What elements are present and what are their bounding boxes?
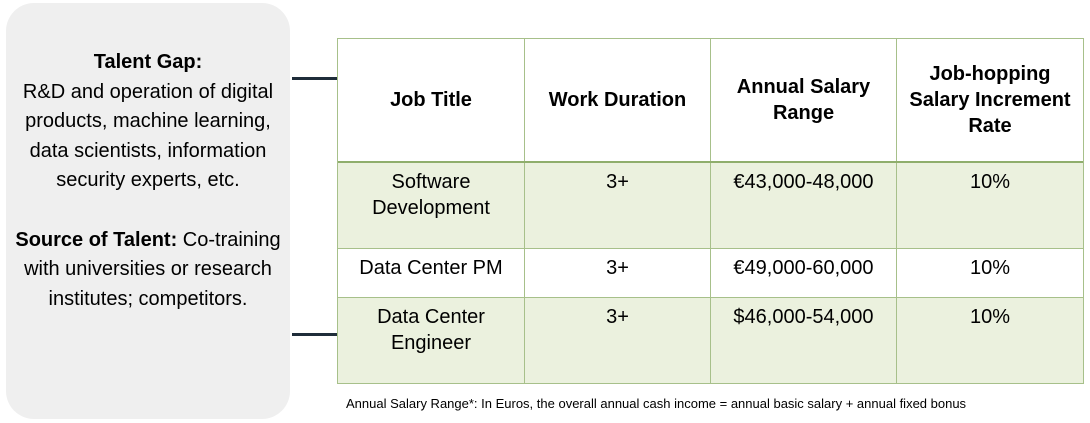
footnote: Annual Salary Range*: In Euros, the over… (346, 396, 967, 411)
cell-work-duration: 3+ (525, 298, 711, 383)
cell-salary-range: $46,000-54,000 (711, 298, 897, 383)
connector-line-bottom (292, 333, 338, 336)
cell-salary-range: €49,000-60,000 (711, 249, 897, 297)
cell-job-title: Software Development (338, 163, 525, 248)
cell-work-duration: 3+ (525, 163, 711, 248)
header-annual-salary-range: Annual Salary Range (711, 39, 897, 161)
cell-increment-rate: 10% (969, 257, 1011, 279)
table-header-row: Job Title Work Duration Annual Salary Ra… (338, 39, 1083, 163)
talent-gap-section: Talent Gap: R&D and operation of digital… (6, 48, 290, 196)
talent-gap-text: R&D and operation of digital products, m… (22, 80, 274, 192)
cell-salary-range: €43,000-48,000 (711, 163, 897, 248)
talent-source-section: Source of Talent: Co-training with unive… (6, 226, 290, 315)
header-work-duration: Work Duration (525, 39, 711, 161)
cell-job-title: Data Center PM (338, 249, 525, 297)
table-row: Software Development 3+ €43,000-48,000 1… (338, 163, 1083, 249)
salary-table: Job Title Work Duration Annual Salary Ra… (337, 38, 1084, 384)
talent-source-label: Source of Talent: (15, 228, 178, 251)
cell-job-title: Data Center Engineer (338, 298, 525, 383)
table-row: Data Center Engineer 3+ $46,000-54,000 1… (338, 298, 1083, 383)
cell-increment-rate: 10% (969, 306, 1011, 328)
info-panel (6, 3, 290, 419)
talent-source-text: Co-training with universities or researc… (24, 228, 281, 310)
cell-work-duration: 3+ (525, 249, 711, 297)
table-row: Data Center PM 3+ €49,000-60,000 10% (338, 249, 1083, 298)
info-panel-text: Talent Gap: R&D and operation of digital… (6, 48, 290, 314)
header-job-title: Job Title (338, 39, 525, 161)
cell-increment-rate: 10% (969, 171, 1011, 193)
header-increment-rate: Job-hopping Salary Increment Rate (909, 63, 1071, 137)
connector-line-top (292, 77, 338, 80)
talent-gap-label: Talent Gap: (93, 51, 203, 73)
